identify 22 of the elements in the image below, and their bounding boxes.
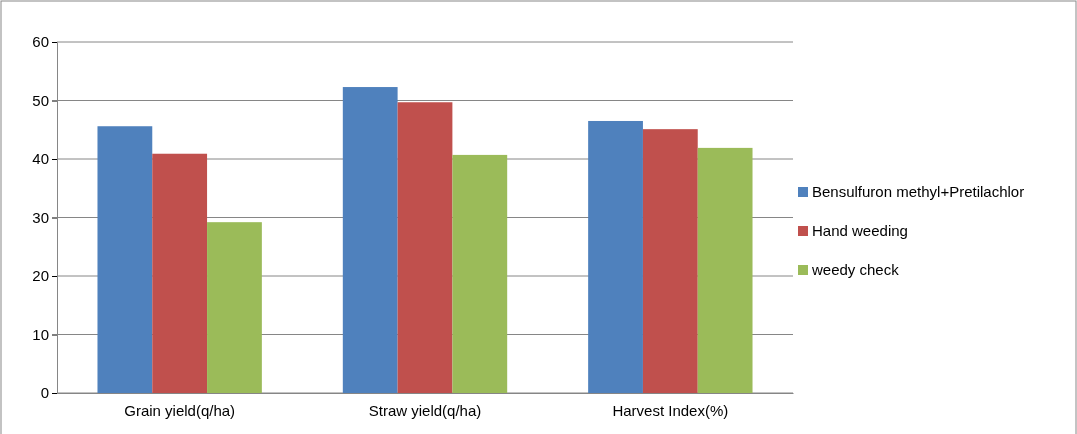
- x-tick-label: Grain yield(q/ha): [124, 401, 236, 419]
- y-tick-label: 60: [32, 33, 49, 51]
- y-tick-label: 0: [40, 384, 49, 402]
- bar: [397, 102, 453, 393]
- y-tick-label: 50: [32, 91, 49, 109]
- y-tick-label: 10: [32, 325, 49, 343]
- bar: [697, 147, 753, 393]
- y-tick-label: 30: [32, 208, 49, 226]
- legend-label: weedy check: [811, 261, 900, 278]
- bar: [588, 120, 643, 393]
- bar: [152, 153, 208, 393]
- x-tick-label: Harvest Index(%): [612, 401, 729, 419]
- x-tick-label: Straw yield(q/ha): [368, 401, 482, 419]
- y-tick-label: 40: [32, 150, 49, 168]
- legend-label: Hand weeding: [812, 222, 908, 239]
- bar: [452, 154, 508, 393]
- bar: [97, 126, 153, 393]
- bar: [342, 87, 398, 393]
- bar: [642, 129, 698, 393]
- bar: [207, 222, 262, 393]
- legend-label: Bensulfuron methyl+Pretilachlor: [812, 183, 1025, 200]
- y-tick-label: 20: [32, 267, 49, 285]
